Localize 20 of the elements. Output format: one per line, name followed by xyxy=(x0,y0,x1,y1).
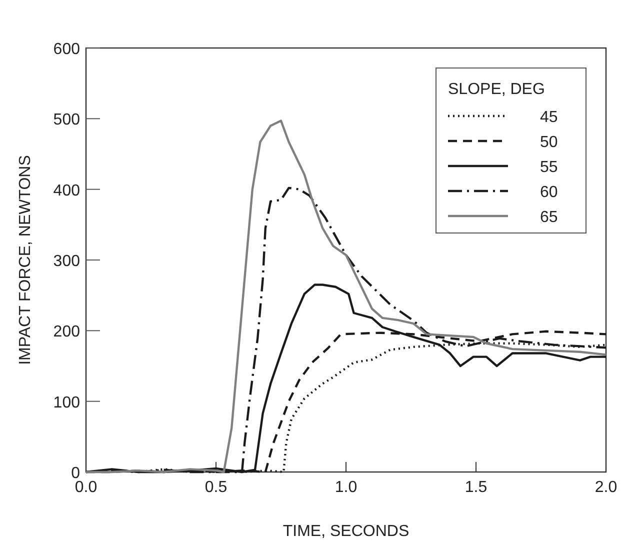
legend-title: SLOPE, DEG xyxy=(448,81,545,98)
y-tick-label: 100 xyxy=(53,394,80,412)
x-tick-label: 0.0 xyxy=(74,479,98,496)
legend-label: 55 xyxy=(540,159,558,176)
y-tick-label: 300 xyxy=(53,253,80,270)
legend-label: 65 xyxy=(540,209,558,226)
y-tick-label: 400 xyxy=(53,182,80,200)
y-tick-label: 0 xyxy=(71,465,80,482)
x-axis-title: TIME, SECONDS xyxy=(282,523,410,540)
x-tick-label: 2.0 xyxy=(594,479,618,496)
legend-label: 45 xyxy=(540,109,558,126)
legend-label: 60 xyxy=(540,184,558,201)
x-tick-label: 1.5 xyxy=(464,479,488,496)
x-tick-label: 1.0 xyxy=(334,479,358,496)
x-tick-label: 0.5 xyxy=(204,479,228,496)
y-tick-label: 500 xyxy=(53,112,80,129)
y-axis-title: IMPACT FORCE, NEWTONS xyxy=(17,155,34,365)
y-tick-label: 600 xyxy=(53,41,80,58)
y-tick-label: 200 xyxy=(53,324,80,341)
legend-label: 50 xyxy=(540,134,558,151)
